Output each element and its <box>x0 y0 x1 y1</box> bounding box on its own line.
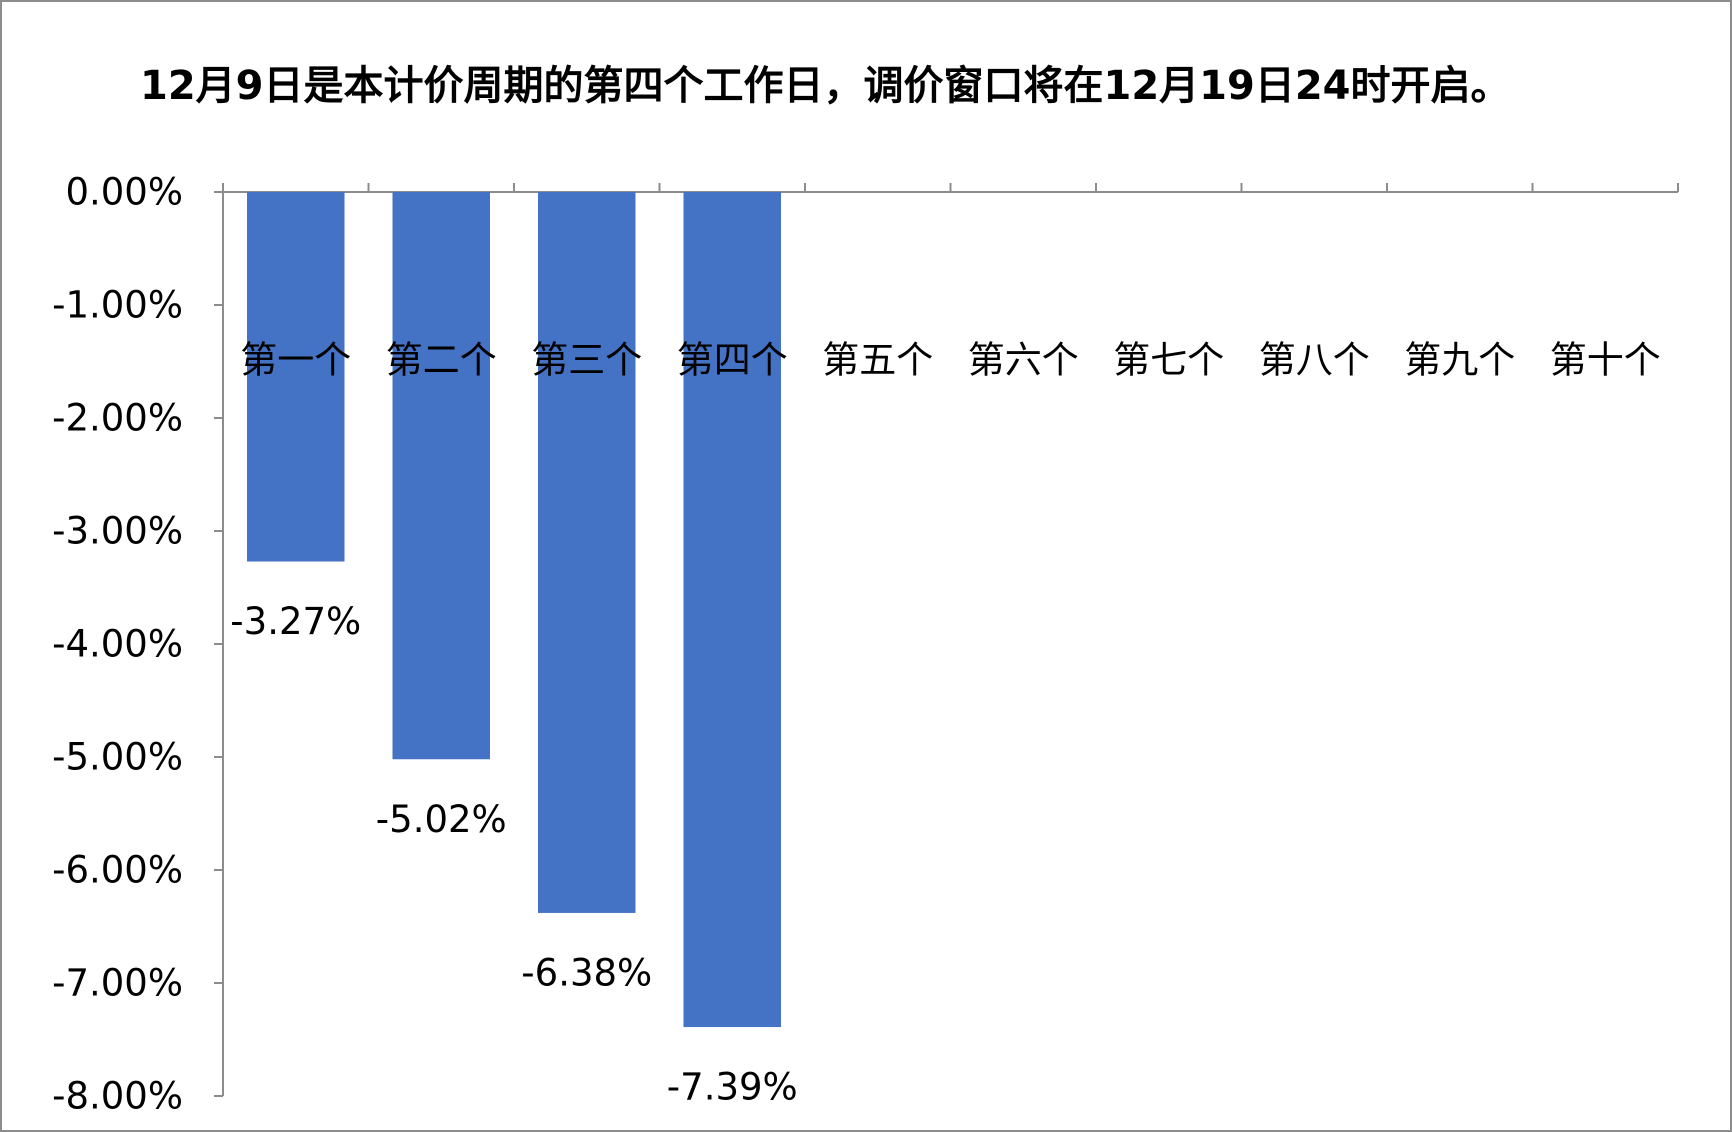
y-tick-label: -3.00% <box>52 510 183 553</box>
y-tick-label: -1.00% <box>52 284 183 327</box>
x-tick-label: 第五个 <box>822 339 933 382</box>
bar <box>683 192 781 1028</box>
y-tick-label: 0.00% <box>65 171 183 214</box>
value-label: -3.27% <box>230 600 361 643</box>
y-tick-label: -2.00% <box>52 397 183 440</box>
x-tick-label: 第七个 <box>1113 339 1224 382</box>
y-tick-label: -8.00% <box>52 1075 183 1118</box>
x-tick-label: 第三个 <box>531 339 642 382</box>
y-tick-label: -6.00% <box>52 849 183 892</box>
bar <box>392 192 490 760</box>
y-tick-label: -7.00% <box>52 962 183 1005</box>
y-tick-label: -5.00% <box>52 736 183 779</box>
y-tick-label: -4.00% <box>52 623 183 666</box>
bar <box>247 192 345 562</box>
x-tick-label: 第二个 <box>386 339 497 382</box>
x-tick-label: 第十个 <box>1550 339 1661 382</box>
value-label: -7.39% <box>667 1066 798 1109</box>
chart-title: 12月9日是本计价周期的第四个工作日，调价窗口将在12月19日24时开启。 <box>140 63 1511 109</box>
x-tick-label: 第一个 <box>240 339 351 382</box>
value-label: -5.02% <box>376 798 507 841</box>
x-tick-label: 第九个 <box>1404 339 1515 382</box>
x-tick-label: 第六个 <box>968 339 1079 382</box>
bar <box>538 192 636 913</box>
value-label: -6.38% <box>521 951 652 994</box>
x-tick-label: 第四个 <box>677 339 788 382</box>
x-tick-label: 第八个 <box>1259 339 1370 382</box>
